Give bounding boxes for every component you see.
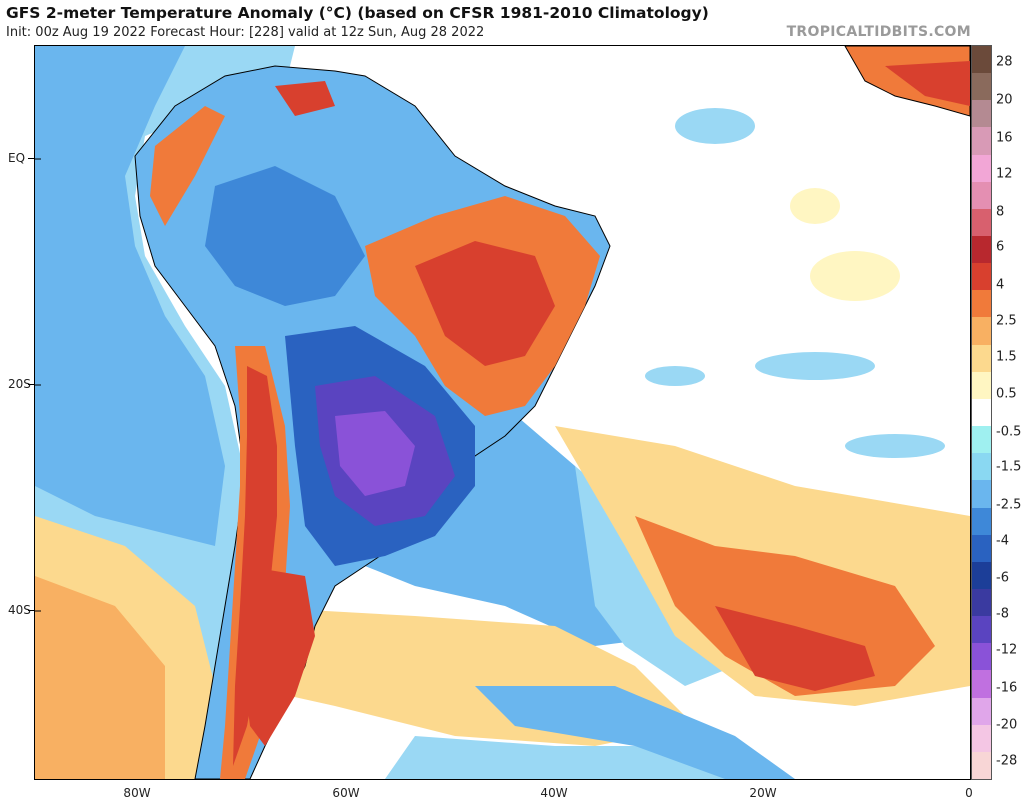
anomaly-map[interactable] bbox=[34, 45, 971, 780]
colorbar-segment bbox=[972, 616, 991, 644]
brazil-hot-core bbox=[415, 241, 555, 366]
colorbar-segment bbox=[972, 480, 991, 508]
colorbar-tick-label: -8 bbox=[996, 606, 1009, 622]
colorbar-segment bbox=[972, 208, 991, 237]
colorbar-tick-label: 0.5 bbox=[996, 386, 1017, 402]
colorbar-tick-label: 20 bbox=[996, 92, 1013, 108]
lat-label-eq: EQ bbox=[8, 151, 26, 165]
colorbar-tick-label: 6 bbox=[996, 239, 1005, 255]
colorbar-tick-label: -16 bbox=[996, 680, 1018, 696]
lat-tick-mark bbox=[28, 158, 34, 159]
lat-tick-mark bbox=[28, 610, 34, 611]
colorbar-tick-label: 2.5 bbox=[996, 313, 1017, 329]
colorbar-segment bbox=[972, 73, 991, 101]
paraguay-deepest-core bbox=[335, 411, 415, 496]
anomaly-map-canvas bbox=[35, 46, 970, 779]
colorbar-tick-label: -0.5 bbox=[996, 424, 1022, 440]
colorbar-segment bbox=[972, 670, 991, 699]
colorbar-tick-label: -28 bbox=[996, 753, 1018, 769]
colorbar-segment bbox=[972, 588, 991, 617]
colorbar-segment bbox=[972, 236, 991, 264]
colorbar-segment bbox=[972, 507, 991, 536]
colorbar-segment bbox=[972, 263, 991, 291]
colorbar-segment bbox=[972, 697, 991, 726]
colorbar-segment bbox=[972, 344, 991, 373]
colorbar-segment bbox=[972, 643, 991, 671]
colorbar-tick-label: 4 bbox=[996, 277, 1005, 293]
lat-label-40s: 40S bbox=[8, 603, 31, 617]
pacific-warm-inner bbox=[35, 576, 165, 779]
lon-label-60w: 60W bbox=[332, 786, 360, 800]
colorbar-tick-label: 16 bbox=[996, 130, 1013, 146]
lon-label-40w: 40W bbox=[540, 786, 568, 800]
colorbar-tick-label: -6 bbox=[996, 570, 1009, 586]
brand-watermark[interactable]: TROPICALTIDBITS.COM bbox=[786, 24, 971, 40]
colorbar-segment bbox=[972, 100, 991, 128]
colorbar-tick-label: -1.5 bbox=[996, 459, 1022, 475]
southern-blue-streak bbox=[475, 686, 795, 779]
colorbar-segment bbox=[972, 724, 991, 753]
cool-patch bbox=[675, 108, 755, 144]
patagonia-warm bbox=[240, 566, 315, 746]
amazon-cool-band bbox=[205, 166, 365, 306]
colorbar bbox=[971, 45, 992, 780]
colorbar-segment bbox=[972, 534, 991, 563]
warm-patch bbox=[790, 188, 840, 224]
lon-label-0: 0 bbox=[965, 786, 973, 800]
colorbar-tick-label: -12 bbox=[996, 642, 1018, 658]
forecast-info: Init: 00z Aug 19 2022 Forecast Hour: [22… bbox=[6, 25, 485, 40]
colorbar-tick-label: -4 bbox=[996, 533, 1009, 549]
lon-label-20w: 20W bbox=[749, 786, 777, 800]
cool-patch bbox=[645, 366, 705, 386]
lat-label-20s: 20S bbox=[8, 377, 31, 391]
africa-hot-region bbox=[885, 61, 970, 106]
colorbar-tick-label: 1.5 bbox=[996, 349, 1017, 365]
cool-patch bbox=[845, 434, 945, 458]
lat-tick-mark bbox=[28, 384, 34, 385]
colorbar-segment bbox=[972, 561, 991, 590]
colorbar-segment bbox=[972, 127, 991, 156]
atlantic-hot-core bbox=[715, 606, 875, 691]
colorbar-tick-label: -20 bbox=[996, 717, 1018, 733]
colorbar-segment bbox=[972, 371, 991, 400]
colorbar-tick-label: 28 bbox=[996, 54, 1013, 70]
colorbar-segment bbox=[972, 46, 991, 74]
colorbar-segment bbox=[972, 751, 991, 780]
colorbar-segment bbox=[972, 290, 991, 318]
cool-patch bbox=[755, 352, 875, 380]
colorbar-segment bbox=[972, 181, 991, 210]
colorbar-segment bbox=[972, 398, 991, 427]
colorbar-segment bbox=[972, 426, 991, 454]
lon-label-80w: 80W bbox=[123, 786, 151, 800]
pacific-blue-band bbox=[35, 46, 225, 546]
colorbar-segment bbox=[972, 317, 991, 346]
colorbar-tick-label: 12 bbox=[996, 166, 1013, 182]
northern-andes-warm bbox=[150, 106, 225, 226]
colorbar-tick-label: 8 bbox=[996, 204, 1005, 220]
venezuela-warm-patch bbox=[275, 81, 335, 116]
colorbar-segment bbox=[972, 453, 991, 481]
map-title: GFS 2-meter Temperature Anomaly (°C) (ba… bbox=[6, 4, 709, 22]
colorbar-segment bbox=[972, 154, 991, 183]
colorbar-tick-label: -2.5 bbox=[996, 497, 1022, 513]
warm-patch bbox=[810, 251, 900, 301]
